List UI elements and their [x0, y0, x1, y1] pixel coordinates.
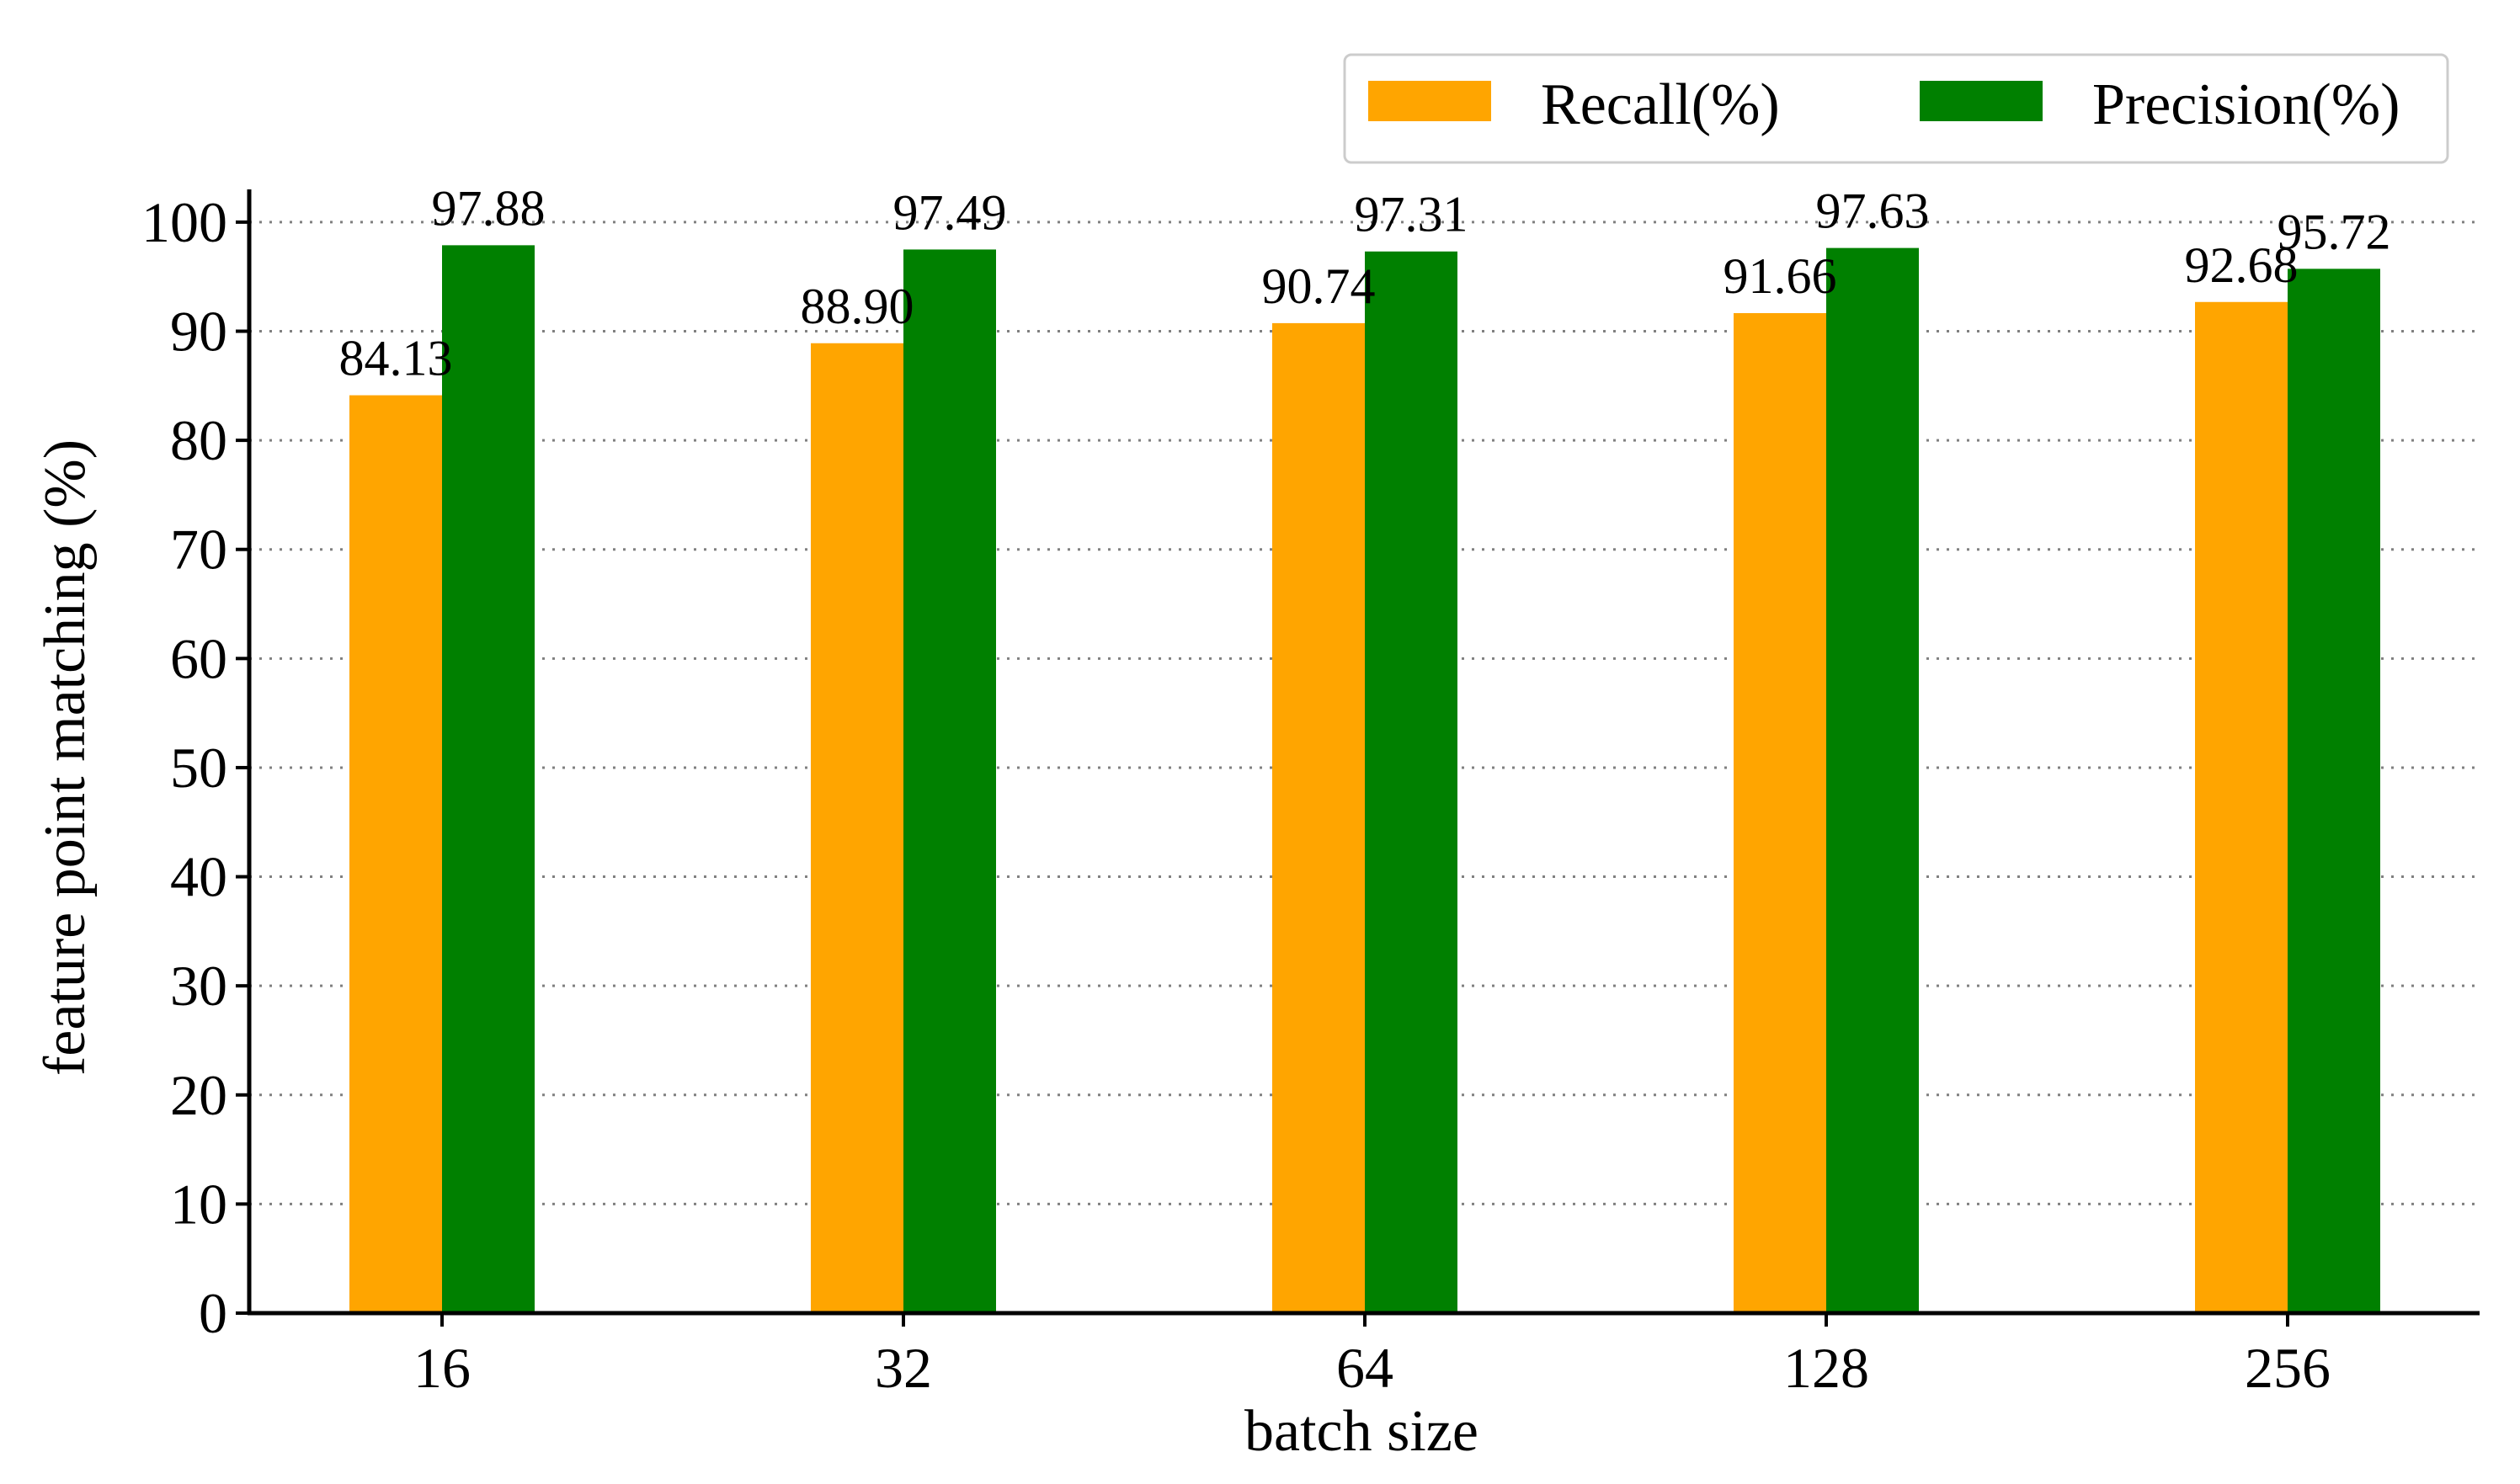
- x-tick-label-256: 256: [2245, 1336, 2331, 1400]
- x-axis-title: batch size: [1244, 1399, 1478, 1464]
- y-tick-label-20: 20: [170, 1063, 227, 1127]
- data-label-precision-128: 97.63: [1816, 184, 1930, 239]
- data-label-recall-64: 90.74: [1262, 258, 1376, 314]
- y-axis-title: feature point matching (%): [33, 439, 98, 1076]
- data-label-recall-128: 91.66: [1724, 248, 1837, 304]
- bar-recall-128: [1734, 312, 1826, 1313]
- axes: 0 10 20 30 40 50 60 70 80 90 100 16 32 64 128 256: [141, 189, 2480, 1400]
- bar-precision-16: [442, 245, 535, 1313]
- y-tick-label-100: 100: [141, 190, 227, 254]
- y-tick-label-60: 60: [170, 626, 227, 690]
- bar-recall-256: [2195, 301, 2288, 1313]
- data-label-recall-16: 84.13: [339, 331, 453, 386]
- data-labels: 84.13 97.88 88.90 97.49 90.74 97.31 91.66 97.63…: [339, 180, 2391, 386]
- bar-precision-256: [2288, 269, 2380, 1313]
- data-label-precision-64: 97.31: [1355, 187, 1468, 242]
- data-label-precision-256: 95.72: [2278, 204, 2391, 259]
- bar-precision-32: [903, 249, 996, 1313]
- x-tick-label-128: 128: [1783, 1336, 1869, 1400]
- legend-swatch-recall: [1368, 81, 1491, 121]
- y-tick-label-70: 70: [170, 518, 227, 582]
- x-tick-label-16: 16: [413, 1336, 471, 1400]
- legend: Recall(%) Precision(%): [1343, 53, 2449, 164]
- data-label-precision-32: 97.49: [893, 184, 1007, 240]
- y-tick-label-30: 30: [170, 954, 227, 1018]
- data-label-recall-256: 92.68: [2185, 237, 2299, 293]
- y-tick-label-0: 0: [199, 1281, 227, 1345]
- legend-label-precision: Precision(%): [2092, 72, 2400, 137]
- data-label-recall-32: 88.90: [801, 279, 914, 334]
- legend-box: [1343, 53, 2449, 164]
- y-tick-label-40: 40: [170, 845, 227, 909]
- x-tick-label-64: 64: [1336, 1336, 1393, 1400]
- bar-recall-16: [349, 395, 442, 1314]
- bar-recall-64: [1272, 322, 1365, 1314]
- bars: [349, 245, 2380, 1314]
- legend-swatch-precision: [1920, 81, 2043, 121]
- x-tick-label-32: 32: [875, 1336, 932, 1400]
- bar-recall-32: [811, 343, 903, 1313]
- y-tick-label-90: 90: [170, 299, 227, 363]
- bar-precision-128: [1826, 247, 1919, 1314]
- y-tick-label-50: 50: [170, 736, 227, 800]
- y-tick-label-10: 10: [170, 1172, 227, 1236]
- data-label-precision-16: 97.88: [432, 180, 546, 236]
- bar-precision-64: [1365, 251, 1457, 1313]
- legend-label-recall: Recall(%): [1541, 72, 1780, 137]
- y-tick-label-80: 80: [170, 408, 227, 472]
